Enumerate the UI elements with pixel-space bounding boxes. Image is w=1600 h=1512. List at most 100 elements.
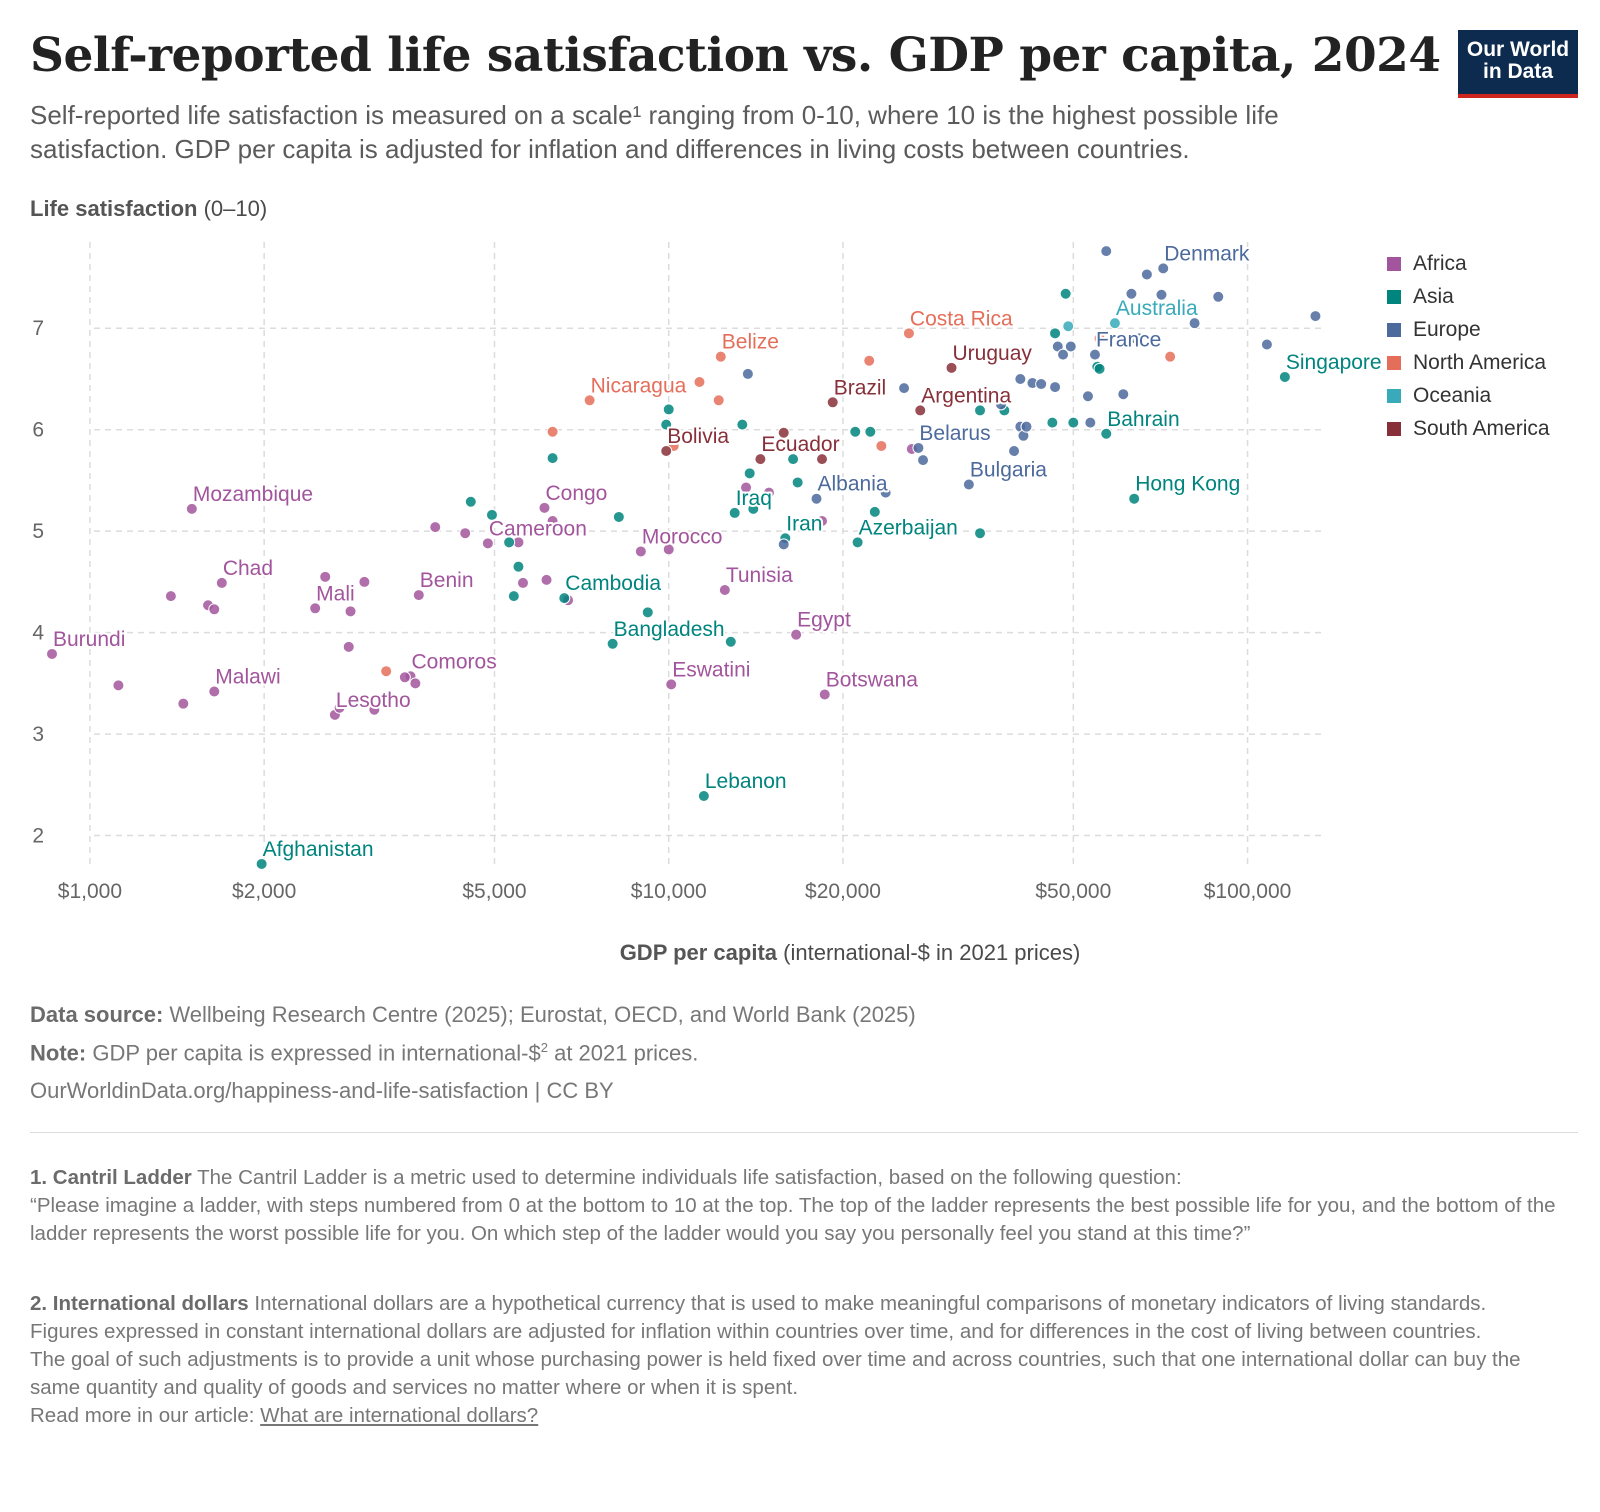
data-point[interactable] — [409, 677, 422, 690]
data-point[interactable] — [112, 679, 125, 692]
data-point[interactable] — [512, 560, 525, 573]
data-point[interactable] — [342, 640, 355, 653]
data-point[interactable] — [879, 486, 892, 499]
data-point[interactable] — [208, 603, 221, 616]
data-point[interactable] — [712, 394, 725, 407]
legend-item[interactable]: Asia — [1387, 282, 1454, 312]
data-point[interactable] — [164, 590, 177, 603]
scatter-chart[interactable]: 2 3 4 5 6 7 $1,000 $2,000 $5,000 $10,000 $20,000 $5… — [0, 220, 1600, 930]
data-point[interactable] — [344, 605, 357, 618]
data-point[interactable] — [747, 502, 760, 515]
data-point[interactable] — [583, 394, 596, 407]
data-point[interactable] — [898, 382, 911, 395]
data-point[interactable] — [1049, 327, 1062, 340]
data-point[interactable] — [185, 502, 198, 515]
owid-logo[interactable]: Our World in Data — [1458, 30, 1578, 98]
data-point[interactable] — [1057, 348, 1070, 361]
data-point[interactable] — [697, 789, 710, 802]
data-point[interactable] — [429, 521, 442, 534]
data-point[interactable] — [736, 418, 749, 431]
data-point[interactable] — [902, 327, 915, 340]
data-point[interactable] — [875, 439, 888, 452]
data-point[interactable] — [1062, 320, 1075, 333]
data-point[interactable] — [1155, 288, 1168, 301]
data-point[interactable] — [1133, 332, 1146, 345]
data-point[interactable] — [503, 536, 516, 549]
data-point[interactable] — [851, 536, 864, 549]
data-point[interactable] — [791, 476, 804, 489]
data-point[interactable] — [398, 671, 411, 684]
data-point[interactable] — [1088, 348, 1101, 361]
data-point[interactable] — [1309, 310, 1322, 323]
data-point[interactable] — [1067, 416, 1080, 429]
legend-item[interactable]: Oceania — [1387, 381, 1491, 411]
data-point[interactable] — [912, 441, 925, 454]
data-point[interactable] — [743, 467, 756, 480]
data-point[interactable] — [538, 501, 551, 514]
data-point[interactable] — [1100, 427, 1113, 440]
data-point[interactable] — [1081, 390, 1094, 403]
data-point[interactable] — [255, 857, 268, 870]
data-point[interactable] — [665, 678, 678, 691]
data-point[interactable] — [864, 425, 877, 438]
data-point[interactable] — [849, 425, 862, 438]
data-point[interactable] — [1140, 268, 1153, 281]
data-point[interactable] — [662, 543, 675, 556]
data-point[interactable] — [358, 575, 371, 588]
data-point[interactable] — [546, 425, 559, 438]
data-point[interactable] — [1188, 317, 1201, 330]
data-point[interactable] — [762, 486, 775, 499]
data-point[interactable] — [1008, 445, 1021, 458]
data-point[interactable] — [1014, 372, 1027, 385]
data-point[interactable] — [962, 478, 975, 491]
data-point[interactable] — [464, 495, 477, 508]
data-point[interactable] — [208, 685, 221, 698]
data-point[interactable] — [481, 537, 494, 550]
data-point[interactable] — [868, 505, 881, 518]
data-point[interactable] — [412, 589, 425, 602]
data-point[interactable] — [1260, 338, 1273, 351]
data-point[interactable] — [1125, 287, 1138, 300]
data-point[interactable] — [693, 376, 706, 389]
data-point[interactable] — [1020, 420, 1033, 433]
data-point[interactable] — [507, 590, 520, 603]
data-point[interactable] — [1059, 287, 1072, 300]
data-point[interactable] — [777, 538, 790, 551]
data-point[interactable] — [1064, 340, 1077, 353]
legend-item[interactable]: Africa — [1387, 249, 1467, 279]
data-point[interactable] — [516, 576, 529, 589]
read-more-link[interactable]: What are international dollars? — [260, 1404, 539, 1427]
note-footnote-ref[interactable]: 2 — [540, 1040, 548, 1055]
data-point[interactable] — [546, 515, 559, 528]
data-point[interactable] — [740, 481, 753, 494]
data-point[interactable] — [818, 688, 831, 701]
data-point[interactable] — [641, 606, 654, 619]
data-point[interactable] — [546, 452, 559, 465]
data-point[interactable] — [816, 515, 829, 528]
data-point[interactable] — [718, 584, 731, 597]
data-point[interactable] — [917, 454, 930, 467]
data-point[interactable] — [1157, 262, 1170, 275]
data-point[interactable] — [724, 635, 737, 648]
legend-item[interactable]: North America — [1387, 348, 1546, 378]
data-point[interactable] — [1278, 370, 1291, 383]
data-point[interactable] — [1093, 332, 1106, 345]
data-point[interactable] — [309, 602, 322, 615]
data-point[interactable] — [46, 647, 58, 660]
data-point[interactable] — [333, 701, 346, 714]
data-point[interactable] — [1093, 362, 1106, 375]
data-point[interactable] — [380, 665, 393, 678]
data-point[interactable] — [1108, 317, 1121, 330]
data-point[interactable] — [485, 508, 498, 521]
data-point[interactable] — [660, 418, 673, 431]
data-point[interactable] — [558, 592, 571, 605]
data-point[interactable] — [810, 492, 823, 505]
data-point[interactable] — [816, 453, 829, 466]
data-point[interactable] — [787, 453, 800, 466]
data-point[interactable] — [974, 527, 987, 540]
legend-item[interactable]: South America — [1387, 414, 1550, 444]
data-point[interactable] — [215, 576, 228, 589]
data-point[interactable] — [790, 628, 803, 641]
data-point[interactable] — [606, 637, 619, 650]
data-point[interactable] — [662, 403, 675, 416]
